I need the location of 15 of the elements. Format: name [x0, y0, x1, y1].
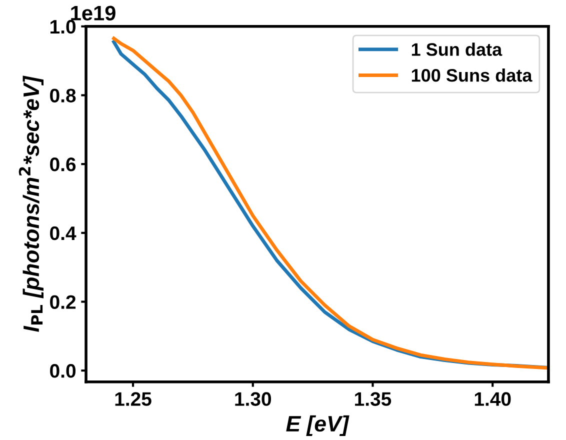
- x-tick-label: 1.35: [355, 392, 392, 406]
- y-tick-label: 0.0: [50, 364, 76, 378]
- text: 1e19: [71, 6, 116, 21]
- x-tick-label: 1.40: [474, 392, 511, 406]
- y-axis-title: I$_{PL}$ [photons/m$^{2}$*sec*eV]: [18, 76, 44, 332]
- legend-label: 100 Suns data: [412, 68, 532, 82]
- y-tick-label: 0.6: [50, 158, 76, 172]
- y-tick-label: 0.8: [50, 88, 76, 102]
- y-tick-label: 0.4: [50, 226, 76, 240]
- legend-label: 1 Sun data: [412, 42, 502, 56]
- x-axis-title: E [eV]: [286, 415, 350, 436]
- x-tick-label: 1.25: [115, 392, 152, 406]
- x-tick-label: 1.30: [235, 392, 272, 406]
- y-tick-label: 0.2: [50, 295, 76, 309]
- y-tick-label: 1.0: [50, 20, 76, 34]
